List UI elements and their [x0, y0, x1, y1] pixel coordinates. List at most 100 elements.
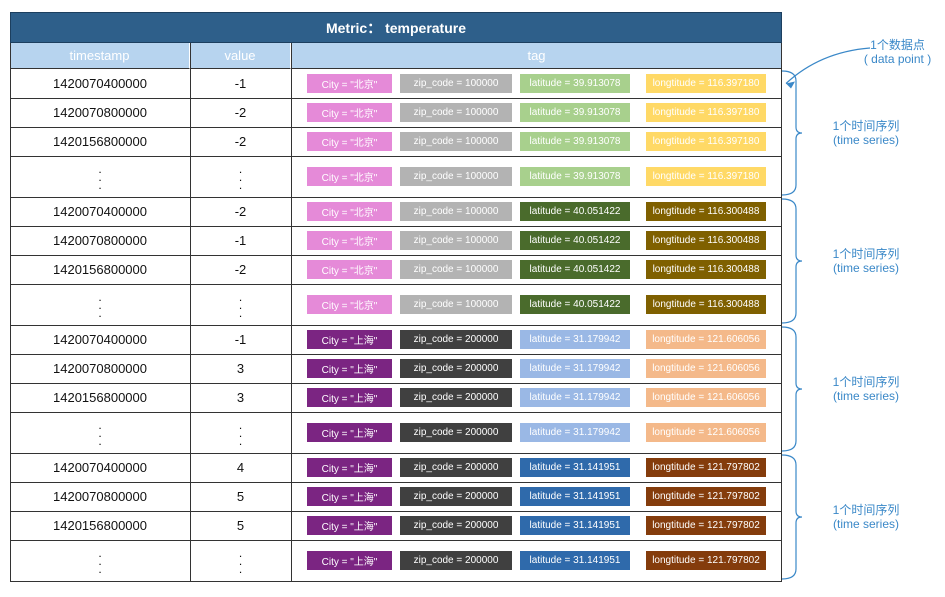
data-point-label-line: ( data point ) — [863, 52, 932, 66]
tag-city: City = "北京" — [307, 295, 392, 314]
row-divider — [10, 511, 782, 512]
tag-lon: longtitude = 121.797802 — [646, 458, 766, 477]
tag-lat: latitude = 40.051422 — [520, 295, 630, 314]
header-tag: tag — [291, 43, 782, 69]
time-series-label: 1个时间序列 (time series) — [806, 503, 926, 531]
value-cell: 3 — [236, 361, 245, 376]
metric-title: Metric： temperature — [10, 12, 782, 43]
column-divider — [291, 43, 292, 581]
time-series-label-line: (time series) — [832, 133, 899, 147]
tag-lon: longtitude = 116.397180 — [646, 74, 766, 93]
tag-lat: latitude = 31.179942 — [520, 330, 630, 349]
row-divider — [10, 581, 782, 582]
value-ellipsis: ... — [238, 545, 243, 576]
timestamp-cell: 1420070800000 — [53, 489, 147, 504]
tag-lat: latitude = 39.913078 — [520, 167, 630, 186]
tag-city: City = "上海" — [307, 516, 392, 535]
tag-zip: zip_code = 200000 — [400, 359, 512, 378]
time-series-brace — [781, 198, 803, 324]
time-series-label-line: 1个时间序列 — [832, 375, 900, 389]
tag-city: City = "上海" — [307, 359, 392, 378]
tag-lat: latitude = 39.913078 — [520, 103, 630, 122]
time-series-label-line: 1个时间序列 — [832, 247, 900, 261]
value-cell: -2 — [234, 134, 247, 149]
tag-lon: longtitude = 121.797802 — [646, 516, 766, 535]
data-point-label-line: 1个数据点 — [870, 38, 925, 52]
timestamp-cell: 1420156800000 — [53, 390, 147, 405]
tag-lon: longtitude = 121.797802 — [646, 551, 766, 570]
tag-lon: longtitude = 121.606056 — [646, 330, 766, 349]
header-value: value — [190, 43, 291, 69]
value-cell: 5 — [236, 518, 245, 533]
tag-lat: latitude = 40.051422 — [520, 202, 630, 221]
tag-city: City = "上海" — [307, 388, 392, 407]
tag-city: City = "上海" — [307, 487, 392, 506]
tag-zip: zip_code = 100000 — [400, 231, 512, 250]
tag-zip: zip_code = 100000 — [400, 202, 512, 221]
tag-lat: latitude = 40.051422 — [520, 260, 630, 279]
timestamp-cell: 1420070400000 — [53, 460, 147, 475]
tag-lat: latitude = 31.141951 — [520, 487, 630, 506]
time-series-label: 1个时间序列 (time series) — [806, 119, 926, 147]
value-cell: -2 — [234, 105, 247, 120]
time-series-label-line: (time series) — [832, 261, 899, 275]
tag-city: City = "北京" — [307, 132, 392, 151]
tag-zip: zip_code = 200000 — [400, 330, 512, 349]
value-cell: -2 — [234, 204, 247, 219]
tag-lon: longtitude = 121.606056 — [646, 359, 766, 378]
column-divider — [781, 43, 782, 581]
tag-city: City = "北京" — [307, 260, 392, 279]
tag-zip: zip_code = 100000 — [400, 295, 512, 314]
tag-city: City = "北京" — [307, 103, 392, 122]
value-ellipsis: ... — [238, 289, 243, 320]
tag-lon: longtitude = 121.797802 — [646, 487, 766, 506]
tag-lon: longtitude = 116.300488 — [646, 231, 766, 250]
time-series-label: 1个时间序列 (time series) — [806, 247, 926, 275]
row-divider — [10, 540, 782, 541]
tag-lon: longtitude = 121.606056 — [646, 388, 766, 407]
tag-zip: zip_code = 200000 — [400, 458, 512, 477]
metric-table: Metric： temperature timestamp value tag … — [10, 12, 782, 587]
value-cell: 5 — [236, 489, 245, 504]
tag-zip: zip_code = 100000 — [400, 260, 512, 279]
tag-lat: latitude = 31.179942 — [520, 359, 630, 378]
tag-zip: zip_code = 100000 — [400, 167, 512, 186]
row-divider — [10, 284, 782, 285]
tag-lat: latitude = 31.141951 — [520, 551, 630, 570]
timestamp-ellipsis: ... — [98, 161, 102, 192]
tag-lon: longtitude = 116.300488 — [646, 202, 766, 221]
row-divider — [10, 412, 782, 413]
timestamp-cell: 1420070400000 — [53, 76, 147, 91]
row-divider — [10, 325, 782, 326]
tag-lon: longtitude = 116.300488 — [646, 295, 766, 314]
tag-zip: zip_code = 200000 — [400, 388, 512, 407]
time-series-label-line: 1个时间序列 — [832, 503, 900, 517]
time-series-brace — [781, 326, 803, 452]
value-cell: -1 — [234, 76, 247, 91]
row-divider — [10, 226, 782, 227]
row-divider — [10, 156, 782, 157]
row-divider — [10, 354, 782, 355]
tag-city: City = "北京" — [307, 202, 392, 221]
timestamp-cell: 1420070800000 — [53, 361, 147, 376]
tag-lat: latitude = 31.141951 — [520, 516, 630, 535]
tag-city: City = "北京" — [307, 74, 392, 93]
row-divider — [10, 482, 782, 483]
tag-zip: zip_code = 200000 — [400, 423, 512, 442]
tag-lon: longtitude = 116.397180 — [646, 167, 766, 186]
tag-lat: latitude = 39.913078 — [520, 74, 630, 93]
tag-lat: latitude = 31.179942 — [520, 388, 630, 407]
value-ellipsis: ... — [238, 417, 243, 448]
timestamp-cell: 1420156800000 — [53, 518, 147, 533]
tag-lon: longtitude = 116.397180 — [646, 103, 766, 122]
time-series-label-line: (time series) — [832, 517, 899, 531]
timestamp-cell: 1420070400000 — [53, 204, 147, 219]
tag-zip: zip_code = 100000 — [400, 132, 512, 151]
tag-lat: latitude = 31.179942 — [520, 423, 630, 442]
value-cell: 3 — [236, 390, 245, 405]
value-cell: -2 — [234, 262, 247, 277]
tag-zip: zip_code = 200000 — [400, 487, 512, 506]
tag-city: City = "上海" — [307, 458, 392, 477]
tag-lat: latitude = 31.141951 — [520, 458, 630, 477]
timestamp-cell: 1420156800000 — [53, 262, 147, 277]
